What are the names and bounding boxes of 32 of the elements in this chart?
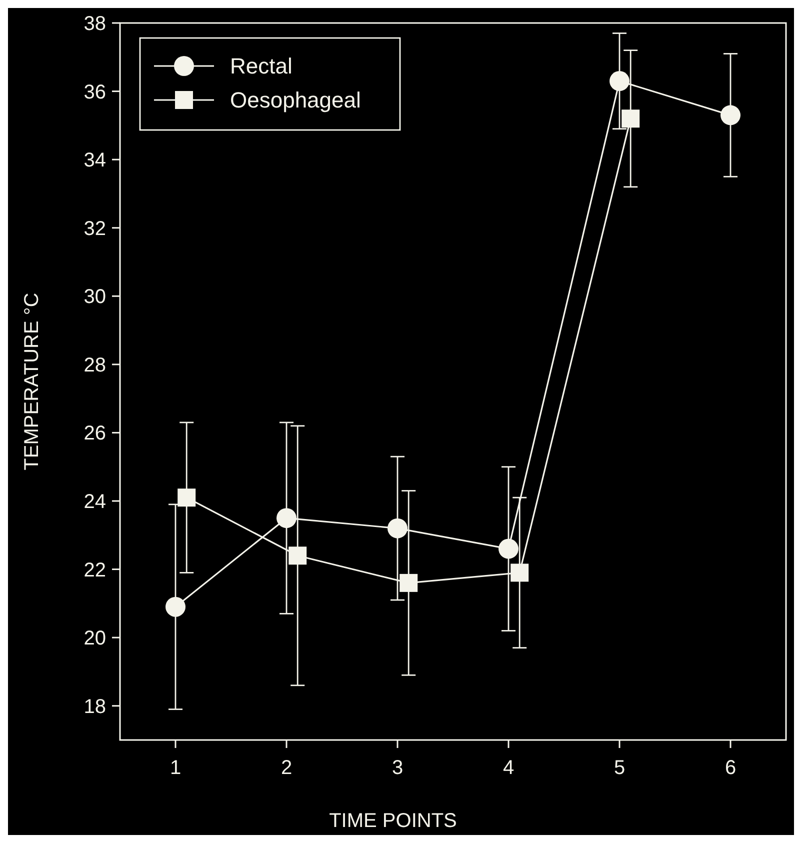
y-tick-label: 36 — [84, 81, 106, 104]
legend-label: Rectal — [230, 54, 292, 79]
y-tick-label: 24 — [84, 491, 106, 513]
y-tick-label: 28 — [84, 354, 106, 376]
y-tick-label: 30 — [84, 286, 106, 308]
y-tick-label: 38 — [84, 13, 106, 35]
y-tick-label: 18 — [84, 696, 106, 718]
x-tick-label: 2 — [280, 757, 292, 779]
point — [388, 518, 408, 538]
point — [510, 564, 529, 582]
y-tick-label: 26 — [84, 422, 106, 445]
point — [498, 538, 518, 559]
point — [720, 105, 740, 126]
y-axis-title: TEMPERATURE °C — [21, 292, 43, 470]
y-tick-label: 32 — [84, 218, 106, 240]
x-axis-title: TIME POINTS — [329, 810, 457, 832]
point — [166, 596, 186, 617]
y-tick-label: 22 — [84, 559, 106, 582]
x-tick-label: 3 — [392, 757, 404, 779]
point — [622, 110, 640, 128]
point — [610, 71, 630, 92]
point — [400, 574, 418, 592]
legend-label: Oesophageal — [230, 88, 361, 113]
y-tick-label: 34 — [84, 150, 106, 172]
x-tick-label: 1 — [170, 757, 182, 779]
point — [276, 508, 296, 528]
y-tick-label: 20 — [84, 628, 106, 650]
point — [178, 488, 196, 507]
x-tick-label: 4 — [502, 757, 514, 779]
point — [288, 546, 307, 565]
x-tick-label: 5 — [614, 757, 626, 779]
x-tick-label: 6 — [724, 757, 736, 779]
